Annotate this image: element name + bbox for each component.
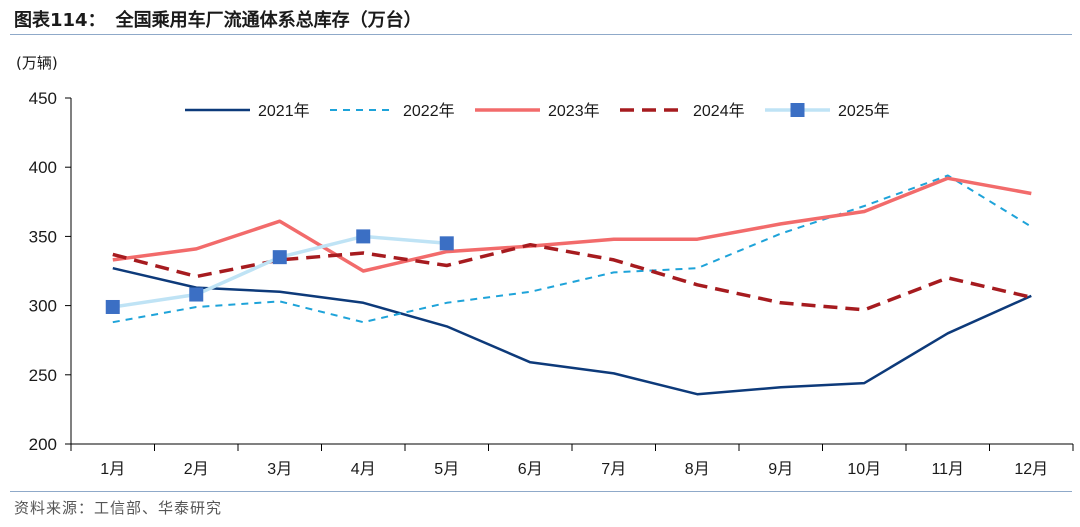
chart-legend: 2021年 2022年 2023年 2024年 2025年 [185,102,890,120]
data-point-2025年 [105,299,120,314]
x-tick-label: 2月 [184,461,209,478]
y-axis-unit-label: (万辆) [16,54,58,72]
x-tick-label: 6月 [518,461,543,478]
legend-marker-2025年 [790,103,805,117]
series-line-2021年 [112,266,1032,396]
x-tick-label: 10月 [847,461,881,478]
bottom-divider [10,491,1072,492]
line-chart: 200 250 300 350 400 450 1月 2月 3月 4月 5月 6月 7月 8月 9月 10月 1… [29,89,1074,478]
x-tick-label: 8月 [685,461,710,478]
series-line-2024年 [112,242,1032,312]
legend-label-2023年: 2023年 [548,102,600,120]
source-note: 资料来源：工信部、华泰研究 [14,499,223,517]
x-tick-label: 11月 [931,461,964,478]
x-tick-label: 5月 [434,461,459,478]
series-line-2023年 [112,176,1032,273]
y-tick-label: 400 [29,158,57,177]
x-tick-label: 12月 [1014,461,1048,478]
chart-series [105,174,1032,396]
chart-axes: 200 250 300 350 400 450 1月 2月 3月 4月 5月 6月 7月 8月 9月 10月 1… [29,89,1074,478]
data-point-2025年 [189,287,204,302]
legend-label-2024年: 2024年 [693,102,745,120]
legend-label-2022年: 2022年 [403,102,455,120]
y-tick-label: 200 [29,435,57,454]
y-tick-label: 250 [29,366,57,385]
y-tick-label: 450 [29,89,57,108]
y-tick-label: 300 [29,297,57,316]
x-tick-label: 3月 [267,461,292,478]
legend-label-2025年: 2025年 [838,102,890,120]
figure-title: 图表114： 全国乘用车厂流通体系总库存（万台） [14,6,422,32]
data-point-2025年 [356,229,371,244]
series-line-2025年 [112,234,447,309]
top-divider [10,34,1072,35]
data-point-2025年 [272,250,287,265]
x-tick-label: 4月 [351,461,376,478]
chart-title: 全国乘用车厂流通体系总库存（万台） [115,10,422,31]
y-tick-label: 350 [29,227,57,246]
x-tick-label: 7月 [601,461,626,478]
data-point-2025年 [439,236,454,251]
x-tick-label: 1月 [100,461,125,478]
figure-number: 图表114： [14,10,106,31]
legend-label-2021年: 2021年 [258,102,310,120]
x-tick-label: 9月 [768,461,793,478]
